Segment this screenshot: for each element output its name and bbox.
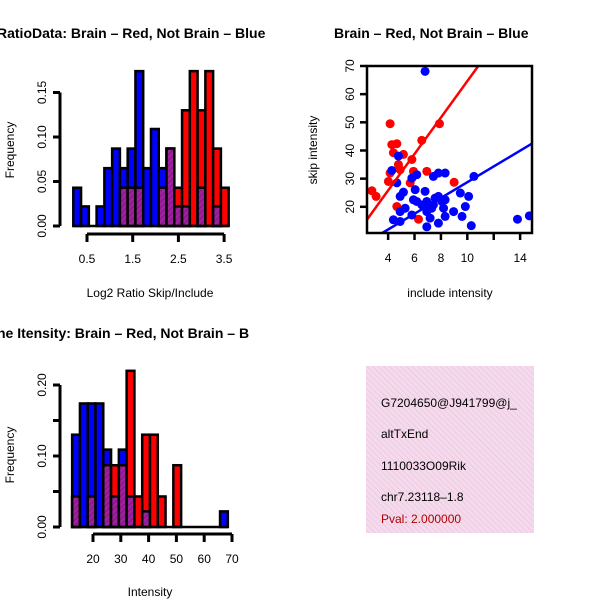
scatter-point-blue (422, 222, 432, 232)
info-box-background (366, 366, 534, 533)
scatter-point-red (392, 139, 402, 149)
y-tick-label: 20 (343, 200, 357, 214)
x-tick-label: 3.5 (216, 252, 233, 266)
histogram-bar-red (156, 495, 167, 529)
x-tick-label: 2.5 (170, 252, 187, 266)
ratio-histogram-xlabel: Log2 Ratio Skip/Include (87, 286, 214, 300)
scatter-point-blue (524, 211, 532, 221)
x-tick-label: 70 (225, 552, 239, 566)
y-tick-label: 0.20 (35, 373, 49, 397)
scatter-point-blue (433, 168, 443, 178)
scatter-point-blue (420, 186, 430, 196)
scatter-panel: Brain – Red, Not Brain – Blue 4 6 8 10 14 20 3… (306, 25, 534, 300)
scatter-point-blue (387, 165, 397, 175)
scatter-point-blue (388, 215, 398, 225)
y-tick-label: 60 (343, 87, 357, 101)
y-tick-label: 0.10 (35, 125, 49, 149)
y-tick-label: 0.05 (35, 169, 49, 193)
scatter-point-blue (398, 187, 408, 197)
scatter-point-blue (439, 203, 449, 213)
y-tick-label: 50 (343, 115, 357, 129)
x-tick-label: 40 (142, 552, 156, 566)
ratio-histogram-panel: RatioData: Brain – Red, Not Brain – Blue… (0, 25, 266, 300)
regression-line-red (367, 66, 480, 221)
scatter-point-blue (393, 151, 403, 161)
scatter-point-blue (420, 66, 430, 76)
info-pval: Pval: 2.000000 (381, 512, 461, 526)
x-tick-label: 10 (461, 251, 475, 265)
info-event-type: altTxEnd (381, 427, 428, 441)
y-tick-label: 0.10 (35, 444, 49, 468)
scatter-point-red (383, 176, 393, 186)
scatter-point-blue (395, 207, 405, 217)
scatter-point-blue (512, 214, 522, 224)
scatter-point-blue (412, 170, 422, 180)
scatter-point-red (422, 166, 432, 176)
x-tick-label: 20 (86, 552, 100, 566)
histogram-bar-blue (79, 205, 91, 228)
y-tick-label: 0.00 (35, 515, 49, 539)
scatter-point-blue (466, 221, 476, 231)
x-tick-label: 4 (385, 251, 392, 265)
scatter-point-red (449, 177, 459, 187)
regression-line-blue (379, 142, 532, 233)
scatter-title: Brain – Red, Not Brain – Blue (334, 25, 529, 41)
scatter-ylabel: skip intensity (306, 116, 320, 185)
y-tick-label: 40 (343, 143, 357, 157)
scatter-point-blue (449, 207, 459, 217)
info-event-id: G7204650@J941799@j_ (381, 396, 517, 410)
histogram-bar-red (172, 463, 183, 529)
info-box-panel: G7204650@J941799@j_ altTxEnd 1110033O09R… (366, 366, 600, 533)
y-tick-label: 0.15 (35, 80, 49, 104)
intensity-histogram-xlabel: Intensity (128, 585, 173, 599)
intensity-histogram-panel: ne Itensity: Brain – Red, Not Brain – B … (0, 325, 249, 599)
scatter-point-blue (460, 202, 470, 212)
scatter-xlabel: include intensity (407, 286, 492, 300)
histogram-bar-blue (218, 510, 230, 529)
histogram-bar-red (219, 186, 230, 228)
scatter-point-blue (410, 185, 420, 195)
intensity-histogram-ylabel: Frequency (3, 427, 17, 484)
ratio-histogram-ylabel: Frequency (3, 122, 17, 179)
scatter-point-red (371, 191, 381, 201)
scatter-point-blue (457, 211, 467, 221)
scatter-point-blue (440, 168, 450, 178)
x-tick-label: 8 (438, 251, 445, 265)
x-tick-label: 6 (411, 251, 418, 265)
y-tick-label: 0.00 (35, 214, 49, 238)
intensity-histogram-title: ne Itensity: Brain – Red, Not Brain – B (0, 325, 249, 341)
x-tick-label: 60 (198, 552, 212, 566)
x-tick-label: 50 (170, 552, 184, 566)
scatter-point-blue (440, 211, 450, 221)
scatter-point-blue (464, 191, 474, 201)
info-gene: 1110033O09Rik (381, 459, 467, 473)
scatter-plot-area (367, 66, 532, 233)
y-tick-label: 30 (343, 172, 357, 186)
scatter-point-blue (455, 188, 465, 198)
y-tick-label: 70 (343, 59, 357, 73)
scatter-point-blue (433, 218, 443, 228)
x-tick-label: 30 (114, 552, 128, 566)
info-location: chr7.23118–1.8 (381, 490, 464, 504)
x-tick-label: 0.5 (79, 252, 96, 266)
x-tick-label: 14 (513, 251, 527, 265)
x-tick-label: 1.5 (124, 252, 141, 266)
ratio-histogram-title: RatioData: Brain – Red, Not Brain – Blue (0, 25, 266, 41)
scatter-point-red (413, 214, 423, 224)
scatter-point-blue (425, 213, 435, 223)
scatter-point-red (385, 119, 395, 129)
